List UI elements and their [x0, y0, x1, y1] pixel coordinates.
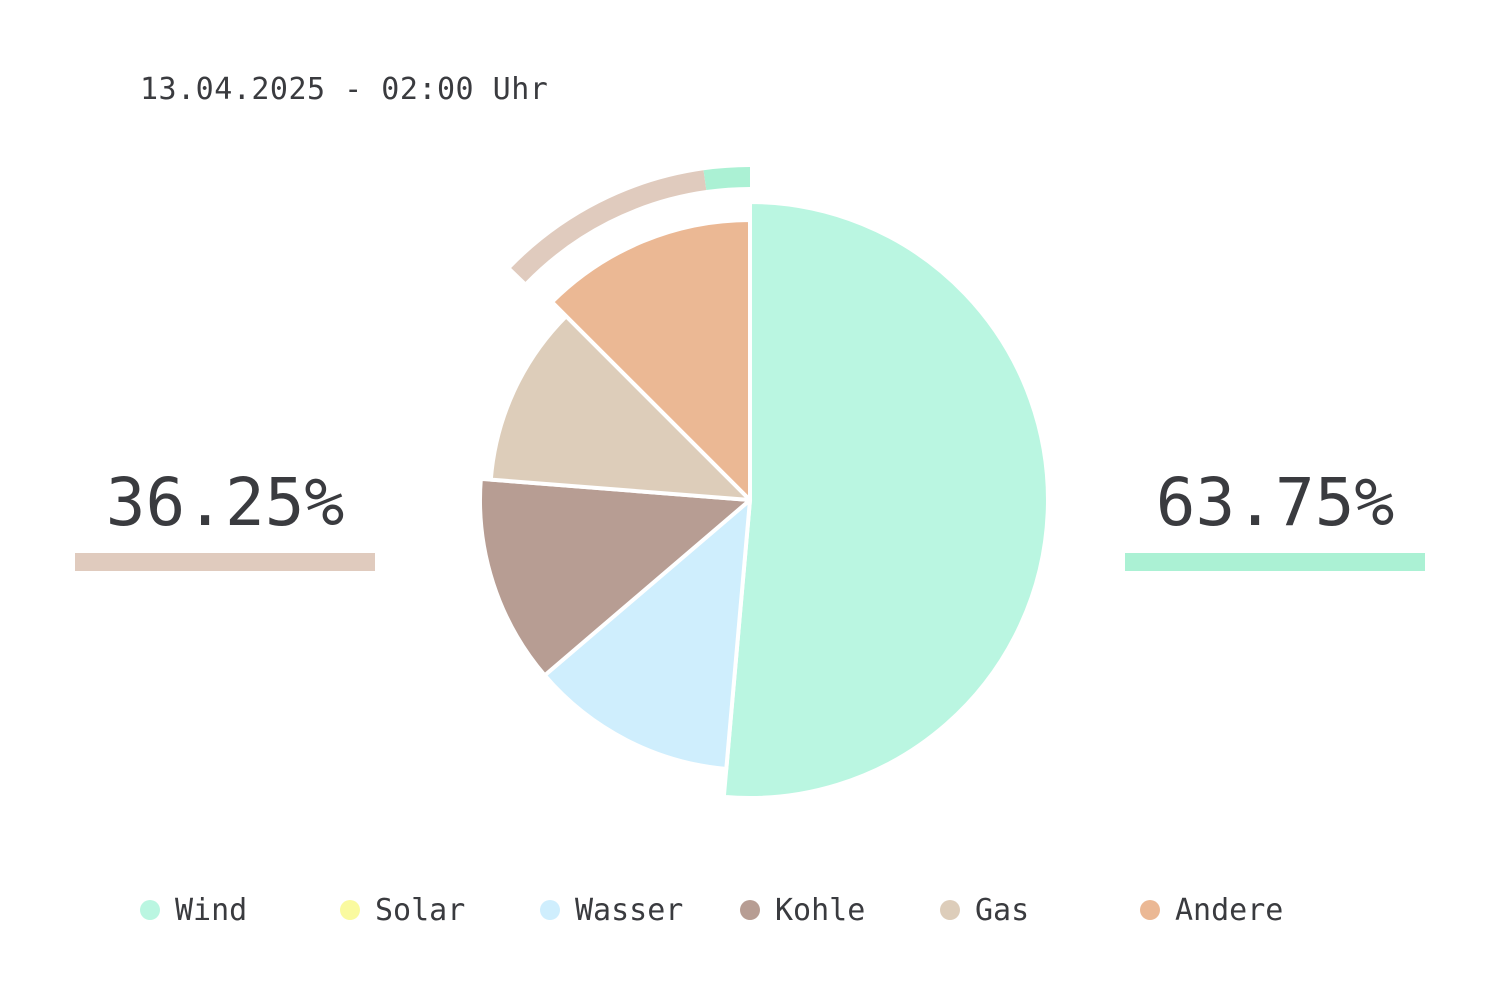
fossil-percentage: 36.25% [105, 464, 345, 541]
legend-item-wasser[interactable]: Wasser [540, 890, 683, 930]
legend-dot-andere [1140, 900, 1160, 920]
legend-item-andere[interactable]: Andere [1140, 890, 1283, 930]
legend-item-gas[interactable]: Gas [940, 890, 1029, 930]
legend-item-wind[interactable]: Wind [140, 890, 247, 930]
renewable-percentage: 63.75% [1155, 464, 1395, 541]
legend-dot-solar [340, 900, 360, 920]
pie-slice-wasser[interactable] [542, 498, 752, 771]
legend-dot-wasser [540, 900, 560, 920]
pie-slice-kohle[interactable] [478, 476, 752, 678]
legend-dot-wind [140, 900, 160, 920]
timestamp: 13.04.2025 - 02:00 Uhr [140, 72, 549, 107]
legend: Wind Solar Wasser Kohle Gas Andere [140, 890, 1440, 930]
pie-slice-gas[interactable] [488, 314, 752, 502]
legend-label-solar: Solar [375, 892, 466, 928]
outer-ring-renewable [703, 167, 751, 191]
legend-label-gas: Gas [975, 892, 1030, 928]
legend-label-andere: Andere [1175, 892, 1284, 928]
outer-ring-fossil [511, 170, 707, 282]
legend-item-solar[interactable]: Solar [340, 890, 465, 930]
legend-label-wind: Wind [175, 892, 248, 928]
fossil-bar [75, 553, 375, 571]
legend-dot-kohle [740, 900, 760, 920]
legend-item-kohle[interactable]: Kohle [740, 890, 865, 930]
legend-dot-gas [940, 900, 960, 920]
pie-slice-wind[interactable] [721, 200, 1050, 800]
legend-label-wasser: Wasser [575, 892, 684, 928]
legend-label-kohle: Kohle [775, 892, 866, 928]
pie-slice-andere[interactable] [550, 218, 752, 502]
renewable-bar [1125, 553, 1425, 571]
